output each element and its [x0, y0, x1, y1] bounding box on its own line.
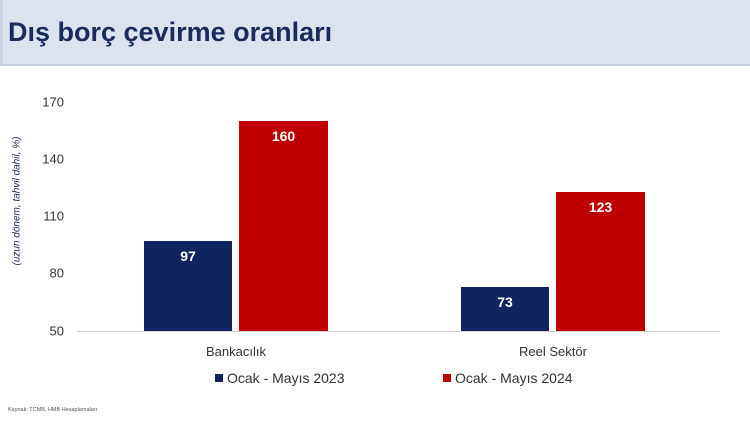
bar-bankacilik-2024: 160: [239, 121, 328, 331]
y-tick: 80: [49, 265, 64, 281]
source-note: Kaynak: TCMB, HMB Hesaplamaları: [8, 407, 98, 413]
bar-value-label: 123: [588, 199, 613, 215]
y-tick: 50: [49, 323, 64, 339]
category-label-bankacilik: Bankacılık: [206, 344, 266, 359]
header-band: Dış borç çevirme oranları: [0, 0, 750, 66]
header-edge: [0, 0, 3, 66]
legend-swatch-red-icon: [443, 374, 451, 382]
legend-label: Ocak - Mayıs 2023: [227, 370, 345, 386]
legend-item-2023: Ocak - Mayıs 2023: [215, 370, 345, 386]
x-axis-line: [77, 331, 720, 332]
bar-bankacilik-2023: 97: [144, 241, 232, 331]
y-tick: 110: [43, 208, 64, 224]
category-label-reel-sektor: Reel Sektör: [519, 344, 587, 359]
bar-reel-sektor-2023: 73: [461, 287, 549, 331]
page-title: Dış borç çevirme oranları: [8, 17, 333, 47]
legend-swatch-navy-icon: [215, 374, 223, 382]
legend-label: Ocak - Mayıs 2024: [455, 370, 573, 386]
bar-value-label: 97: [180, 248, 196, 264]
y-tick: 140: [42, 151, 64, 167]
bar-value-label: 73: [497, 294, 513, 310]
bar-value-label: 160: [271, 128, 296, 144]
legend-item-2024: Ocak - Mayıs 2024: [443, 370, 573, 386]
bar-reel-sektor-2024: 123: [556, 192, 645, 331]
y-tick: 170: [42, 94, 64, 110]
y-axis-label: (uzun dönem, tahvil dahil, %): [11, 136, 23, 266]
